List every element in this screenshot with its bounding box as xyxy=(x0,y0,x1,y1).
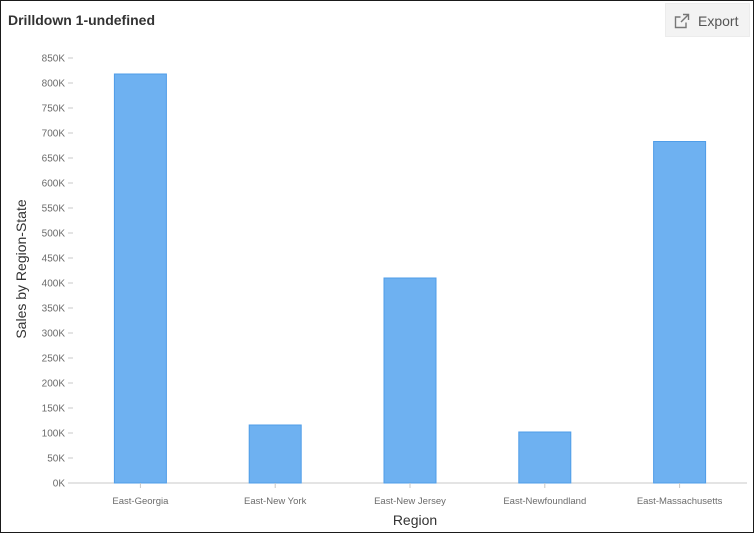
x-axis-ticks: East-Georgia East-New York East-New Jersey… xyxy=(112,483,723,507)
y-tick-label: 600K xyxy=(42,179,66,190)
x-axis-title: Region xyxy=(393,512,437,528)
y-tick-label: 700K xyxy=(42,129,66,140)
export-label: Export xyxy=(698,13,739,29)
bar-east-massachusetts[interactable] xyxy=(653,141,707,484)
y-tick-label: 250K xyxy=(42,354,66,365)
x-tick-label: East-Massachusetts xyxy=(637,496,723,507)
x-tick-label: East-Newfoundland xyxy=(503,496,586,507)
y-tick-label: 100K xyxy=(42,429,66,440)
y-tick-label: 550K xyxy=(42,204,66,215)
chart-title: Drilldown 1-undefined xyxy=(8,12,155,28)
y-tick-label: 150K xyxy=(42,404,66,415)
y-tick-label: 450K xyxy=(42,254,66,265)
y-tick-label: 200K xyxy=(42,379,66,390)
y-tick-label: 650K xyxy=(42,154,66,165)
y-tick-label: 750K xyxy=(42,104,66,115)
y-tick-label: 50K xyxy=(47,454,65,465)
bar-east-newfoundland[interactable] xyxy=(518,431,572,484)
y-tick-label: 0K xyxy=(53,479,66,490)
y-tick-label: 350K xyxy=(42,304,66,315)
bar-east-new-jersey[interactable] xyxy=(383,277,437,484)
bar-east-new-york[interactable] xyxy=(248,424,302,484)
y-tick-label: 800K xyxy=(42,79,66,90)
x-tick-label: East-New Jersey xyxy=(374,496,446,507)
y-tick-label: 850K xyxy=(42,54,66,65)
x-tick-label: East-New York xyxy=(244,496,307,507)
y-tick-label: 400K xyxy=(42,279,66,290)
y-axis-title: Sales by Region-State xyxy=(13,199,29,339)
bar-east-georgia[interactable] xyxy=(113,73,167,484)
export-button[interactable]: Export xyxy=(665,3,750,37)
external-link-icon xyxy=(674,13,690,29)
y-tick-label: 500K xyxy=(42,229,66,240)
x-tick-label: East-Georgia xyxy=(112,496,169,507)
y-tick-label: 300K xyxy=(42,329,66,340)
bars xyxy=(113,73,707,484)
y-axis-ticks: 0K 50K 100K 150K 200K 250K 300K 350K 400K 450K 500… xyxy=(42,54,73,490)
